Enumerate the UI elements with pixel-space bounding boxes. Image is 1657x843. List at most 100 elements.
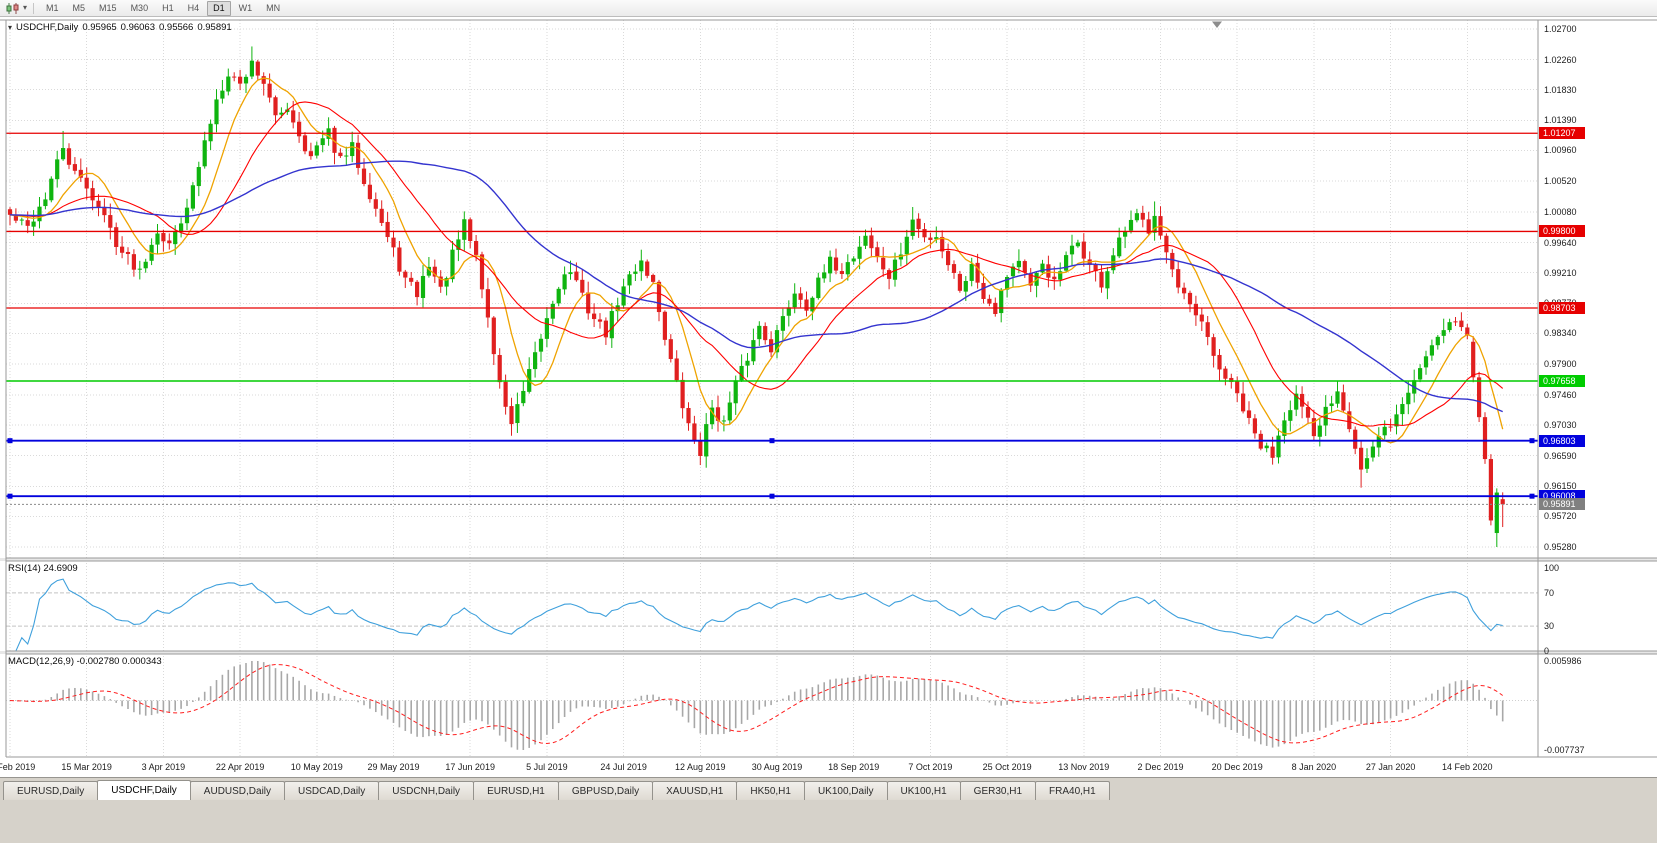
chart-symbol-label: USDCHF,Daily bbox=[16, 22, 79, 33]
moving-averages-layer bbox=[9, 77, 1504, 444]
timeframe-button-h1[interactable]: H1 bbox=[162, 2, 174, 13]
chart-tab-usdchf-daily[interactable]: USDCHF,Daily bbox=[97, 780, 191, 800]
price-tag-0.99800: 0.99800 bbox=[1539, 225, 1585, 238]
chart-tab-usdcad-daily[interactable]: USDCAD,Daily bbox=[284, 781, 380, 800]
date-axis-label: 3 Apr 2019 bbox=[141, 762, 186, 772]
rsi-level-lines bbox=[6, 592, 1538, 627]
date-axis-label: 17 Jun 2019 bbox=[445, 762, 495, 772]
price-tag-0.96803: 0.96803 bbox=[1539, 434, 1585, 447]
grid-layer bbox=[6, 20, 1538, 757]
chart-tab-eurusd-daily[interactable]: EURUSD,Daily bbox=[3, 781, 99, 800]
price-axis-label: 0.96590 bbox=[1544, 450, 1577, 461]
toolbar-separator bbox=[33, 2, 35, 14]
hline-handle bbox=[1529, 438, 1535, 444]
toolbar: ▾ M1 M5 M15 M30 H1 H4 D1 W1 MN bbox=[0, 0, 1657, 17]
price-axis-label: 0.97030 bbox=[1544, 419, 1577, 430]
date-axis-label: 29 May 2019 bbox=[367, 762, 420, 772]
rsi-axis-label: 100 bbox=[1544, 563, 1560, 573]
price-axis-label: 0.97900 bbox=[1544, 359, 1577, 370]
chart-low-value: 0.95566 bbox=[159, 22, 194, 33]
price-axis-label: 1.01830 bbox=[1544, 84, 1577, 95]
chart-tab-xauusd-h1[interactable]: XAUUSD,H1 bbox=[652, 781, 738, 800]
chart-tab-uk100-daily[interactable]: UK100,Daily bbox=[803, 781, 888, 800]
ma-8-line bbox=[9, 77, 1504, 444]
chart-high-value: 0.96063 bbox=[120, 22, 155, 33]
candlestick-chart-icon[interactable] bbox=[4, 2, 22, 15]
hline-handle bbox=[7, 438, 13, 444]
macd-signal-line bbox=[9, 663, 1503, 745]
macd-axis-label: -0.007737 bbox=[1544, 745, 1585, 755]
date-axis-label: 7 Oct 2019 bbox=[908, 762, 953, 772]
chart-tab-strip: EURUSD,Daily USDCHF,Daily AUDUSD,Daily USDC… bbox=[0, 777, 1657, 843]
rsi-info-label: RSI(14) 24.6909 bbox=[8, 563, 78, 574]
price-axis-label: 1.01390 bbox=[1544, 115, 1577, 126]
chart-tab-uk100-h1[interactable]: UK100,H1 bbox=[886, 781, 961, 800]
chart-tab-hk50-h1[interactable]: HK50,H1 bbox=[736, 781, 805, 800]
date-axis-label: 12 Aug 2019 bbox=[675, 762, 726, 772]
timeframe-button-m5[interactable]: M5 bbox=[72, 2, 86, 13]
chart-tab-fra40-h1[interactable]: FRA40,H1 bbox=[1035, 781, 1110, 800]
chart-tab-ger30-h1[interactable]: GER30,H1 bbox=[959, 781, 1037, 800]
price-axis-label: 0.96150 bbox=[1544, 481, 1577, 492]
timeframe-button-mn[interactable]: MN bbox=[266, 2, 281, 13]
chart-info-label: ▾ USDCHF,Daily 0.95965 0.96063 0.95566 0.9589… bbox=[8, 22, 236, 33]
price-tag-0.97658: 0.97658 bbox=[1539, 374, 1585, 387]
chart-shift-marker bbox=[1212, 21, 1222, 28]
chart-tab-bar: EURUSD,Daily USDCHF,Daily AUDUSD,Daily USDC… bbox=[0, 778, 1657, 800]
chart-tab-usdcnh-daily[interactable]: USDCNH,Daily bbox=[378, 781, 475, 800]
rsi-axis-label: 0 bbox=[1544, 646, 1550, 656]
timeframe-button-m30[interactable]: M30 bbox=[130, 2, 149, 13]
timeframe-toolbar: M1 M5 M15 M30 H1 H4 D1 W1 MN bbox=[40, 0, 286, 16]
date-axis-label: 13 Nov 2019 bbox=[1058, 762, 1110, 772]
chart-area[interactable]: ▾ USDCHF,Daily 0.95965 0.96063 0.95566 0.9589… bbox=[0, 17, 1657, 777]
date-axis-label: 30 Aug 2019 bbox=[751, 762, 803, 772]
candlestick-chart-icon-glyph bbox=[6, 2, 19, 14]
ma-45-line bbox=[9, 160, 1503, 413]
price-axis-label: 1.02260 bbox=[1544, 54, 1577, 65]
price-axis[interactable]: 1.02700 1.02260 1.01830 1.01390 1.00960 1.005… bbox=[1539, 17, 1657, 777]
ma-18-line bbox=[9, 101, 1504, 427]
chart-close-value: 0.95891 bbox=[197, 22, 232, 33]
price-axis-label: 1.00520 bbox=[1544, 176, 1577, 187]
price-tag-1.01207: 1.01207 bbox=[1539, 127, 1585, 140]
timeframe-button-h4[interactable]: H4 bbox=[187, 2, 200, 13]
price-axis-label: 0.98340 bbox=[1544, 328, 1577, 339]
chart-tab-eurusd-h1[interactable]: EURUSD,H1 bbox=[473, 781, 559, 800]
date-axis-label: 15 Mar 2019 bbox=[61, 762, 112, 772]
chart-open-value: 0.95965 bbox=[82, 22, 117, 33]
hline-handle bbox=[769, 438, 775, 444]
candles-layer bbox=[7, 46, 1505, 547]
price-axis-label: 1.00960 bbox=[1544, 145, 1577, 156]
timeframe-button-d1[interactable]: D1 bbox=[207, 0, 231, 16]
date-axis-label: 8 Jan 2020 bbox=[1291, 762, 1337, 772]
chart-tab-gbpusd-daily[interactable]: GBPUSD,Daily bbox=[557, 781, 654, 800]
date-axis-label: 10 May 2019 bbox=[290, 762, 343, 772]
chart-canvas[interactable] bbox=[0, 17, 1657, 777]
rsi-axis-label: 30 bbox=[1544, 621, 1555, 632]
rsi-line bbox=[10, 578, 1503, 652]
chevron-down-icon[interactable]: ▾ bbox=[23, 3, 28, 12]
macd-info-label: MACD(12,26,9) -0.002780 0.000343 bbox=[8, 656, 162, 667]
rsi-axis-label: 70 bbox=[1544, 587, 1555, 598]
date-axis-label: 2 Dec 2019 bbox=[1137, 762, 1184, 772]
date-axis-label: 22 Apr 2019 bbox=[215, 762, 265, 772]
date-axis-label: 18 Sep 2019 bbox=[828, 762, 880, 772]
timeframe-button-m1[interactable]: M1 bbox=[46, 2, 59, 13]
timeframe-button-w1[interactable]: W1 bbox=[238, 2, 253, 13]
chart-tab-audusd-daily[interactable]: AUDUSD,Daily bbox=[189, 781, 286, 800]
date-axis-label: 24 Jul 2019 bbox=[600, 762, 647, 772]
date-axis-label: 27 Jan 2020 bbox=[1365, 762, 1416, 772]
date-axis-label: 25 Oct 2019 bbox=[982, 762, 1032, 772]
date-axis-label: 25 Feb 2019 bbox=[0, 762, 36, 772]
macd-histogram bbox=[15, 661, 1504, 750]
price-axis-label: 0.95720 bbox=[1544, 511, 1577, 522]
price-tag-0.98703: 0.98703 bbox=[1539, 302, 1585, 315]
date-axis-label: 20 Dec 2019 bbox=[1211, 762, 1263, 772]
one-click-trading-icon[interactable]: ▾ bbox=[8, 23, 13, 32]
date-axis[interactable]: 25 Feb 2019 15 Mar 2019 3 Apr 2019 22 Apr 2… bbox=[0, 757, 1538, 777]
timeframe-button-m15[interactable]: M15 bbox=[99, 2, 117, 13]
date-axis-label: 5 Jul 2019 bbox=[526, 762, 568, 772]
price-axis-label: 0.95280 bbox=[1544, 542, 1577, 552]
price-axis-label: 0.99210 bbox=[1544, 267, 1577, 278]
